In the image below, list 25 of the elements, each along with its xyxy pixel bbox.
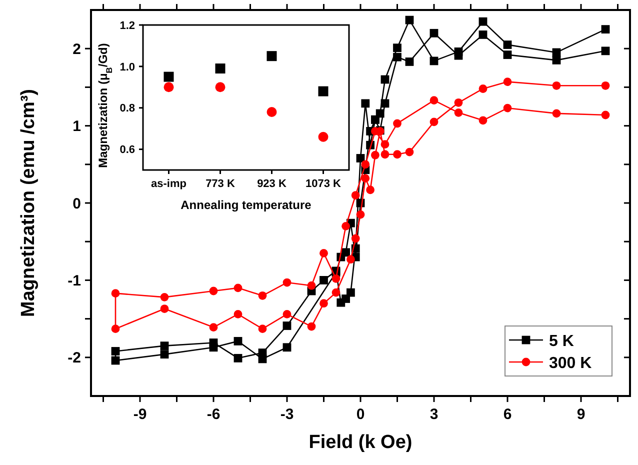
x-tick-label: 0 xyxy=(356,406,365,423)
x-axis-title: Annealing temperature xyxy=(180,198,312,212)
y-axis-title: Magnetization (emu /cm³) xyxy=(18,88,39,318)
x-axis-title: Field (k Oe) xyxy=(308,432,412,453)
y-tick-label: -2 xyxy=(68,350,81,367)
y-tick-label: 0.6 xyxy=(120,144,135,156)
x-tick-label: 1073 K xyxy=(306,178,342,190)
x-tick-label: 9 xyxy=(576,406,586,423)
y-tick-label: 1 xyxy=(72,118,81,136)
x-tick-label: 923 K xyxy=(257,178,286,190)
y-tick-label: -1 xyxy=(68,272,81,290)
x-tick-label: -3 xyxy=(280,406,294,423)
y-tick-label: 1.2 xyxy=(120,20,135,32)
legend-label: 300 K xyxy=(549,355,592,372)
x-tick-label: -6 xyxy=(206,406,220,423)
y-tick-label: 0 xyxy=(72,195,81,212)
x-tick-label: -9 xyxy=(133,406,147,423)
y-tick-label: 0.8 xyxy=(120,102,135,115)
legend-label: 5 K xyxy=(549,333,574,350)
x-tick-label: 773 K xyxy=(206,178,235,190)
x-tick-label: 3 xyxy=(430,406,438,423)
x-tick-label: as-imp xyxy=(151,178,187,190)
y-tick-label: 1.0 xyxy=(120,61,135,74)
y-tick-label: 2 xyxy=(72,40,81,58)
x-tick-label: 6 xyxy=(503,406,512,423)
